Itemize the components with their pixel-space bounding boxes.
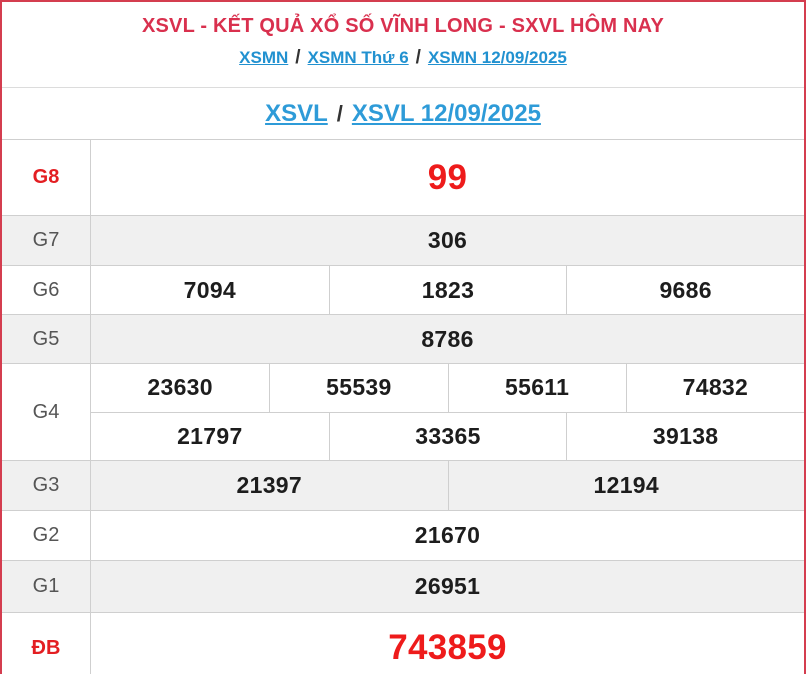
prize-number: 99	[427, 157, 468, 197]
prize-line: 306	[91, 216, 804, 265]
breadcrumb: XSMN / XSMN Thứ 6 / XSMN 12/09/2025	[2, 47, 804, 69]
prize-line: 21670	[91, 511, 804, 560]
prize-label-g6: G6	[2, 266, 91, 314]
prize-number: 306	[427, 227, 468, 253]
prize-line: 21797 33365 39138	[91, 411, 804, 460]
prize-line: 8786	[91, 315, 804, 363]
prize-label-g4: G4	[2, 364, 91, 460]
prize-values: 743859	[91, 613, 804, 674]
table-row-g5: G5 8786	[2, 315, 804, 364]
prize-label-đb: ĐB	[2, 613, 91, 674]
prize-values: 8786	[91, 315, 804, 363]
prize-values: 23630 55539 55611 74832 21797 33365 39138	[91, 364, 804, 460]
table-row-g7: G7 306	[2, 216, 804, 266]
prize-number: 1823	[328, 266, 567, 314]
prize-number: 23630	[147, 374, 213, 401]
prize-line: 23630 55539 55611 74832	[91, 364, 804, 412]
subtitle-link-xsvl-date[interactable]: XSVL 12/09/2025	[351, 99, 541, 127]
prize-number: 8786	[421, 325, 474, 352]
prize-values: 99	[91, 140, 804, 215]
prize-values: 21397 12194	[91, 461, 804, 510]
table-row-đb: ĐB 743859	[2, 613, 804, 674]
prize-label-g1: G1	[2, 561, 91, 612]
breadcrumb-separator: /	[295, 47, 301, 68]
header: XSVL - KẾT QUẢ XỔ SỐ VĨNH LONG - SXVL HÔ…	[2, 2, 804, 88]
prize-number: 21797	[177, 422, 243, 449]
prize-number: 55611	[447, 364, 626, 412]
prize-label-g7: G7	[2, 216, 91, 265]
breadcrumb-link-xsmn-thu6[interactable]: XSMN Thứ 6	[307, 48, 409, 67]
prize-number: 39138	[566, 412, 804, 460]
prize-number: 12194	[447, 461, 805, 510]
table-row-g8: G8 99	[2, 140, 804, 216]
prize-number: 21397	[236, 472, 302, 498]
prize-number: 9686	[566, 266, 804, 314]
prize-line: 26951	[91, 561, 804, 612]
prize-number: 21670	[414, 522, 481, 548]
prize-line: 7094 1823 9686	[91, 266, 804, 314]
prize-number: 33365	[328, 412, 567, 460]
breadcrumb-link-xsmn[interactable]: XSMN	[239, 48, 289, 67]
prize-number: 55539	[269, 364, 447, 412]
prize-line: 21397 12194	[91, 461, 804, 510]
prize-number: 743859	[388, 628, 507, 667]
prize-label-g5: G5	[2, 315, 91, 363]
table-row-g6: G6 7094 1823 9686	[2, 266, 804, 315]
prize-label-g3: G3	[2, 461, 91, 510]
subtitle-breadcrumb: XSVL / XSVL 12/09/2025	[2, 88, 804, 140]
prize-values: 21670	[91, 511, 804, 560]
prize-line: 743859	[91, 613, 804, 674]
prize-label-g2: G2	[2, 511, 91, 560]
prize-number: 26951	[414, 573, 481, 599]
prize-label-g8: G8	[2, 140, 91, 215]
table-row-g4: G4 23630 55539 55611 74832 21797 33365 39138	[2, 364, 804, 461]
prize-line: 99	[91, 140, 804, 215]
prize-number: 7094	[183, 276, 237, 303]
page-title: XSVL - KẾT QUẢ XỔ SỐ VĨNH LONG - SXVL HÔ…	[141, 15, 665, 37]
table-row-g1: G1 26951	[2, 561, 804, 613]
subtitle-separator: /	[336, 100, 343, 126]
breadcrumb-separator: /	[415, 47, 421, 68]
subtitle-link-xsvl[interactable]: XSVL	[265, 99, 328, 127]
table-row-g3: G3 21397 12194	[2, 461, 804, 511]
prize-values: 306	[91, 216, 804, 265]
prize-values: 26951	[91, 561, 804, 612]
table-row-g2: G2 21670	[2, 511, 804, 561]
prize-values: 7094 1823 9686	[91, 266, 804, 314]
results-table: G8 99 G7 306 G6 7094 1823 9686 G5 8786 G4 23630 5553…	[2, 140, 804, 674]
breadcrumb-link-xsmn-date[interactable]: XSMN 12/09/2025	[427, 48, 567, 67]
prize-number: 74832	[625, 364, 804, 412]
